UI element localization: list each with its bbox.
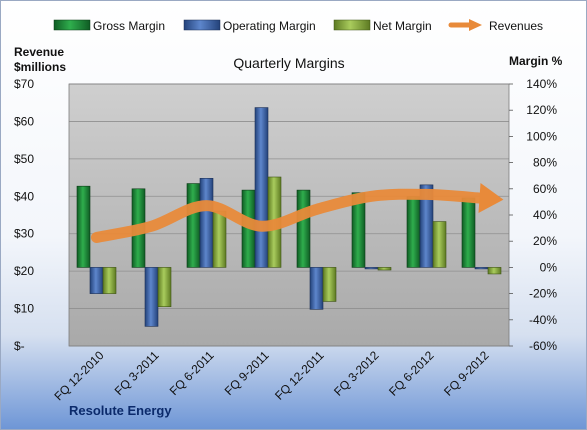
left-tick-label: $40 [14,189,34,203]
right-tick-label: 100% [526,129,557,143]
legend-label-revenues: Revenues [489,19,543,33]
left-tick-label: $30 [14,227,34,241]
legend: Gross Margin Operating Margin Net Margin… [53,19,543,33]
x-tick-label: FQ 6-2011 [167,348,217,398]
gross-margin-bar [351,192,366,268]
legend-label-net-margin: Net Margin [373,19,432,33]
operating-margin-bar [364,267,379,270]
net-margin-bar [322,267,337,302]
right-tick-label: 0% [540,260,558,274]
left-tick-label: $60 [14,114,34,128]
x-axis-ticks: FQ 12-2010 FQ 3-2011 FQ 6-2011 FQ 9-2011 FQ … [51,348,491,403]
x-tick-label: FQ 9-2012 [441,348,492,399]
net-margin-bar [377,267,392,271]
x-tick-label: FQ 3-2011 [112,348,162,398]
net-margin-bar [487,267,502,275]
x-tick-label: FQ 3-2012 [331,348,382,399]
operating-margin-bar [199,178,214,268]
right-tick-label: -60% [529,339,557,353]
gross-margin-bar [461,197,476,268]
right-tick-label: 140% [526,77,557,91]
left-tick-label: $70 [14,77,34,91]
net-margin-bar [102,267,117,294]
legend-swatch-net-margin [333,19,371,31]
gross-margin-bar [296,189,311,268]
chart-title: Quarterly Margins [233,55,344,71]
right-axis-ticks: -60% -40% -20% 0% 20% 40% 60% 80% 100% 120% 140% [509,77,557,353]
right-tick-label: -20% [529,287,557,301]
left-tick-label: $- [14,339,25,353]
gross-margin-bar [76,185,91,268]
left-tick-label: $50 [14,152,34,166]
legend-label-gross-margin: Gross Margin [93,19,165,33]
revenue-arrow-head [478,183,504,213]
operating-margin-bar [144,267,159,327]
right-tick-label: 120% [526,103,557,117]
legend-swatch-revenues [448,19,482,31]
right-tick-label: 40% [533,208,557,222]
left-axis-label-line2: $millions [14,60,66,74]
right-tick-label: 60% [533,182,557,196]
left-tick-label: $10 [14,302,34,316]
x-tick-label: FQ 6-2012 [386,348,437,399]
left-tick-label: $20 [14,264,34,278]
right-tick-label: 80% [533,156,557,170]
right-axis-label: Margin % [509,54,563,68]
revenue-series-line [91,188,487,243]
right-tick-label: 20% [533,234,557,248]
x-tick-label: FQ 9-2011 [222,348,272,398]
right-tick-label: -40% [529,313,557,327]
operating-margin-bar [309,267,324,310]
net-margin-bar [157,267,172,307]
left-axis-label-line1: Revenue [14,45,64,59]
legend-swatch-gross-margin [53,19,91,31]
legend-swatch-operating-margin [183,19,221,31]
operating-margin-bar [474,267,489,270]
operating-margin-bar [89,267,104,294]
net-margin-bar [432,221,447,268]
operating-margin-bar [254,107,269,268]
legend-label-operating-margin: Operating Margin [223,19,316,33]
gross-margin-bar [406,196,421,268]
left-axis-ticks: $- $10 $20 $30 $40 $50 $60 $70 [14,77,34,353]
x-tick-label: FQ 12-2011 [272,348,327,403]
footer-company-name: Resolute Energy [69,403,172,418]
x-tick-label: FQ 12-2010 [51,348,106,403]
revenue-line [91,183,504,243]
gross-margin-bar [186,183,201,268]
net-margin-bar [212,210,227,268]
